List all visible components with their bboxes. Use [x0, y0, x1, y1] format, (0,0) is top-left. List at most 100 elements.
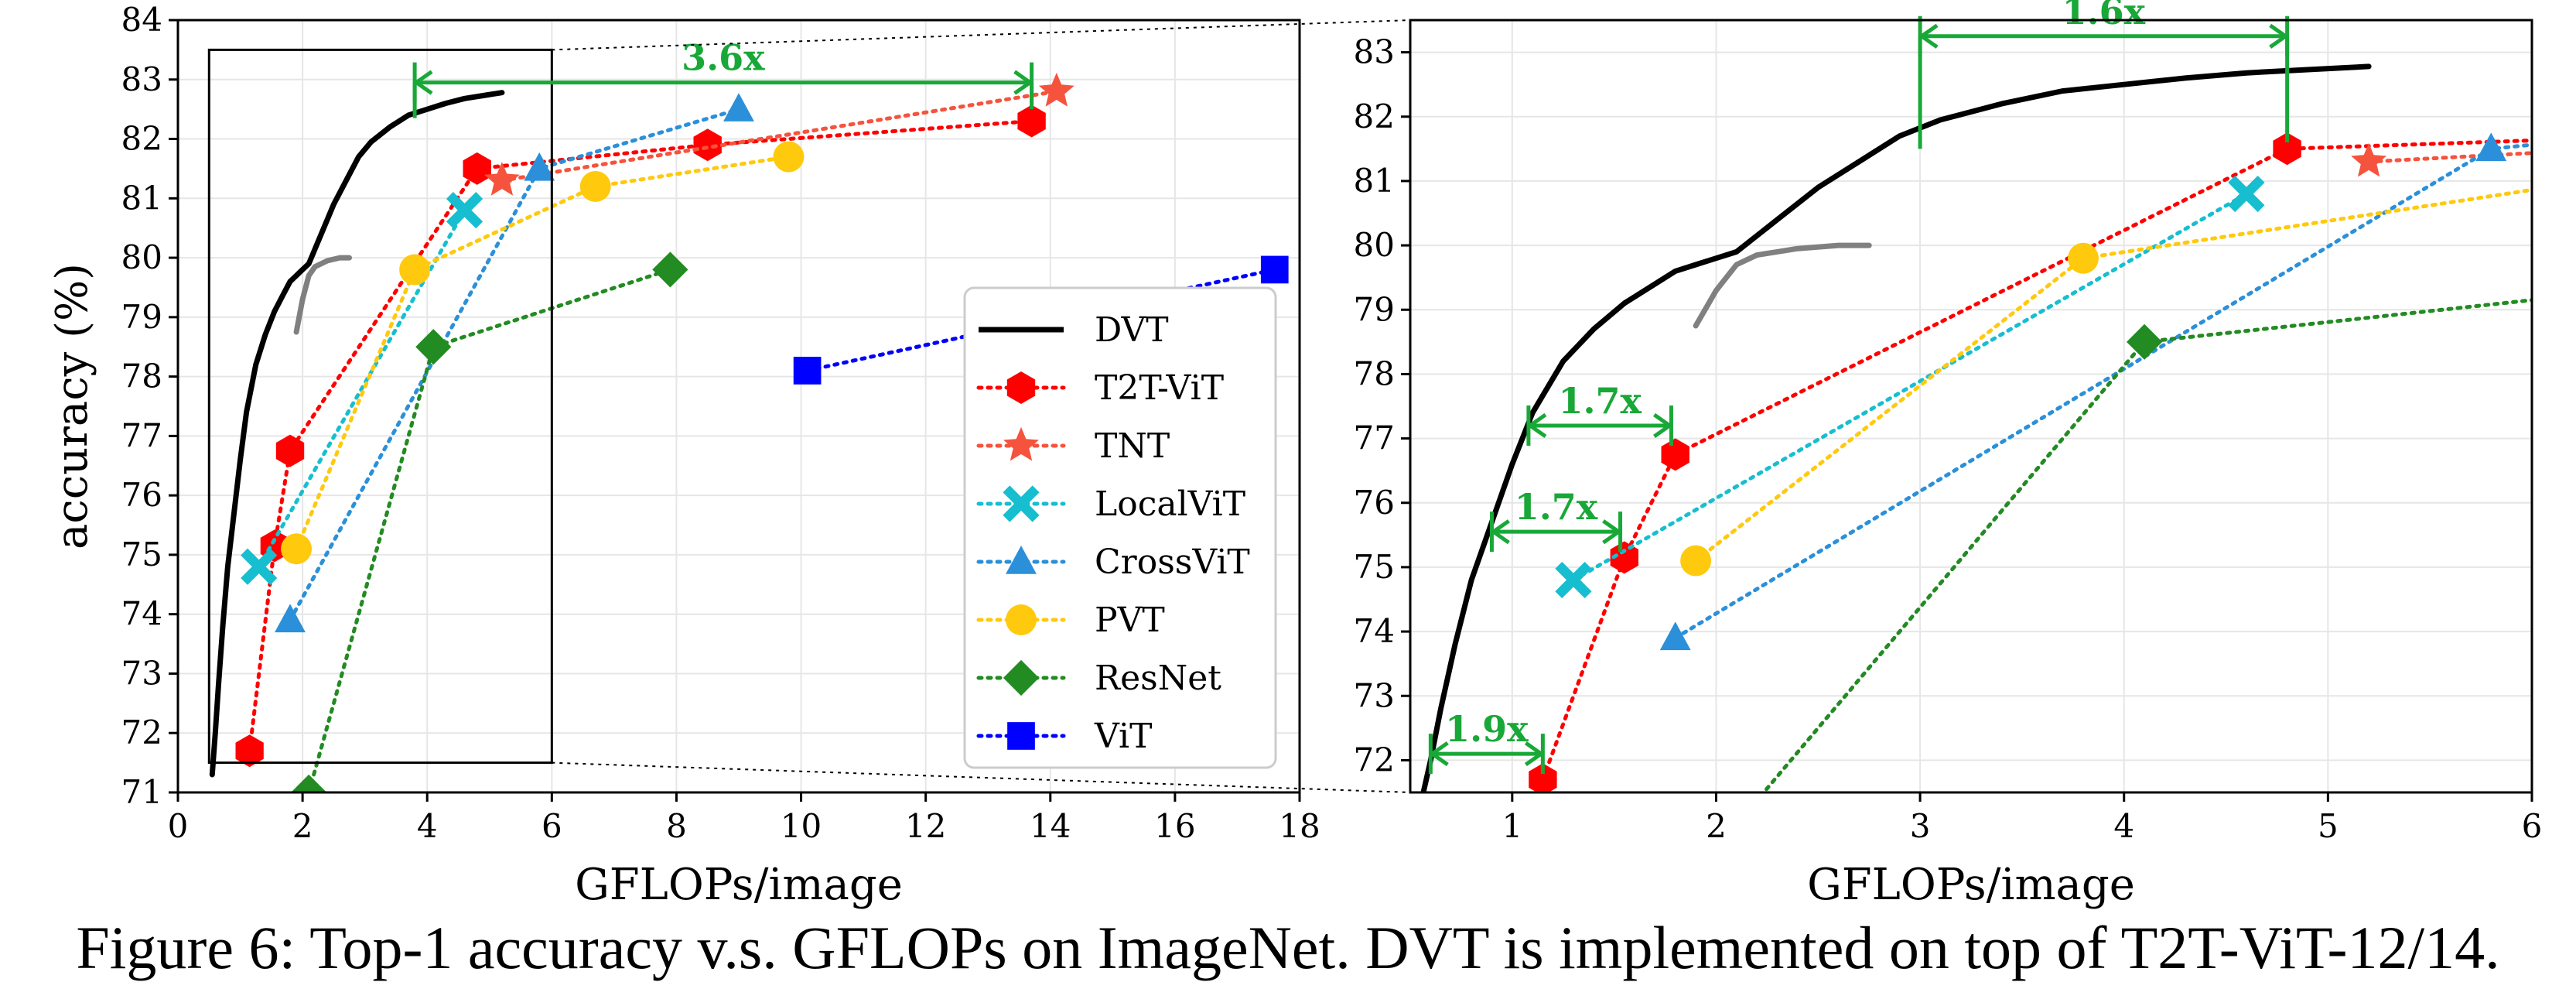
right-speedup-annotation-label: 1.6x: [2062, 0, 2146, 33]
legend-entry-crossvit-label: CrossViT: [1095, 542, 1250, 582]
left-x-tick-label: 0: [168, 807, 189, 845]
left-chart: 3.6x 0 2 4 6 8 10 12 14 16 18 71 72 73 74 75 76 77 78 79 80…: [47, 1, 1320, 910]
right-series-t2t-vit-point: [1529, 763, 1557, 792]
left-series-tnt-point: [483, 162, 520, 196]
left-y-tick-label: 81: [121, 179, 162, 217]
right-x-axis-label: GFLOPs/image: [1807, 860, 2135, 910]
left-x-axis-label: GFLOPs/image: [575, 860, 903, 910]
legend: DVT T2T-ViT TNT LocalViT CrossViT PVT ResNet Vi…: [963, 286, 1277, 769]
right-speedup-annotation-label: 1.9x: [1445, 708, 1529, 750]
right-series-resnet-point: [2126, 323, 2163, 360]
legend-entry-tnt-swatch-marker: [1003, 426, 1039, 461]
right-y-tick-label: 83: [1354, 33, 1395, 71]
legend-entry-resnet-label: ResNet: [1095, 659, 1221, 698]
legend-entry-t2t-vit-label: T2T-ViT: [1095, 368, 1224, 408]
legend-entry-localvit: LocalViT: [976, 484, 1245, 524]
left-y-tick-label: 84: [121, 1, 162, 39]
right-annotations: 1.6x 1.7x 1.7x 1.9x: [1428, 0, 2290, 775]
right-speedup-annotation: 1.7x: [1489, 486, 1623, 553]
left-x-tick-label: 14: [1030, 807, 1071, 845]
legend-entry-pvt-swatch-marker: [1006, 604, 1037, 635]
left-y-axis-label: accuracy (%): [47, 263, 97, 549]
right-y-tick-label: 75: [1354, 548, 1395, 586]
right-series-localvit-point-stroke-b: [2228, 175, 2265, 213]
legend-entry-tnt: TNT: [976, 426, 1170, 466]
left-series-tnt-line: [500, 89, 1059, 183]
left-y-tick-label: 80: [121, 238, 162, 276]
left-y-tick-label: 75: [121, 536, 162, 573]
left-y-tick-label: 76: [121, 476, 162, 514]
right-series-localvit-point-stroke-b: [1555, 561, 1592, 599]
right-x-tick-label: 3: [1910, 807, 1931, 845]
left-x-tick-label: 18: [1279, 807, 1320, 845]
legend-entry-localvit-swatch-marker-stroke-b: [1003, 485, 1040, 522]
right-y-tick-label: 77: [1354, 419, 1395, 457]
left-series-pvt-point: [281, 533, 313, 565]
left-series-localvit-line: [257, 208, 467, 569]
right-y-tick-label: 81: [1354, 162, 1395, 200]
right-series-localvit-point: [2228, 175, 2265, 213]
right-y-tick-label: 72: [1354, 741, 1395, 778]
legend-entry-pvt-label: PVT: [1095, 601, 1165, 640]
right-series-pvt-point: [2068, 242, 2099, 274]
legend-entry-crossvit: CrossViT: [976, 542, 1250, 582]
left-series-crossvit-point: [524, 152, 555, 181]
left-series-dvt-branch-line: [293, 255, 352, 335]
right-ticks: 1 2 3 4 5 6 72 73 74 75 76 77 78 79 80 81 82 83: [1354, 33, 2543, 845]
left-y-tick-label: 83: [121, 60, 162, 98]
legend-box: [963, 286, 1277, 769]
right-series-localvit-line: [1571, 192, 2249, 583]
legend-entry-vit-swatch-marker: [1007, 722, 1035, 750]
right-series-pvt-point: [1680, 545, 1712, 577]
right-x-tick-label: 5: [2318, 807, 2339, 845]
right-series-crossvit-point: [2475, 132, 2507, 162]
right-series-t2t-vit-point: [1610, 541, 1638, 574]
left-series-vit-line: [805, 267, 1277, 373]
right-y-tick-label: 73: [1354, 676, 1395, 714]
left-x-tick-label: 2: [292, 807, 313, 845]
legend-entry-dvt-label: DVT: [1095, 310, 1169, 350]
left-y-tick-label: 82: [121, 120, 162, 158]
right-speedup-annotation: 1.7x: [1526, 380, 1673, 446]
left-ticks: 0 2 4 6 8 10 12 14 16 18 71 72 73 74 75 76 77 78 79 80 81 82 8…: [121, 1, 1320, 845]
right-series-localvit-point: [1555, 561, 1592, 599]
left-series-vit-point: [793, 357, 822, 385]
left-y-tick-label: 79: [121, 298, 162, 336]
right-y-tick-label: 79: [1354, 290, 1395, 328]
left-speedup-annotation-label: 3.6x: [682, 37, 765, 79]
left-series-crossvit-point: [723, 93, 754, 121]
right-x-tick-label: 4: [2113, 807, 2134, 845]
right-x-tick-label: 1: [1502, 807, 1522, 845]
left-series-resnet-line: [306, 267, 672, 792]
right-x-tick-label: 6: [2522, 807, 2543, 845]
right-speedup-annotation: 1.9x: [1428, 708, 1545, 775]
right-y-tick-label: 74: [1354, 612, 1395, 650]
left-series-pvt-point: [773, 141, 805, 173]
right-series-t2t-vit-point: [2273, 132, 2301, 166]
legend-entry-dvt: DVT: [979, 310, 1169, 350]
legend-entry-t2t-vit: T2T-ViT: [976, 368, 1224, 408]
left-axes-frame: [176, 19, 1301, 794]
left-series-t2t-vit-point: [275, 434, 305, 467]
legend-entry-localvit-swatch-marker: [1003, 485, 1040, 522]
left-series-resnet-point: [652, 252, 688, 288]
left-y-tick-label: 78: [121, 358, 162, 395]
right-y-tick-label: 82: [1354, 98, 1395, 135]
figure-caption: Figure 6: Top-1 accuracy v.s. GFLOPs on …: [76, 914, 2500, 981]
right-series-pvt-line: [1693, 187, 2532, 563]
right-series-tnt-point: [2351, 142, 2387, 177]
left-series-localvit-point: [241, 548, 278, 585]
left-x-tick-label: 8: [666, 807, 687, 845]
left-series-dvt-line: [209, 90, 505, 778]
left-series-crossvit-point: [275, 604, 306, 633]
right-series-t2t-vit-point: [1661, 438, 1689, 471]
left-annotations: 3.6x: [412, 37, 1034, 118]
left-x-tick-label: 4: [417, 807, 438, 845]
left-series-resnet-point: [291, 774, 327, 792]
right-speedup-annotation: 1.6x: [1918, 0, 2290, 56]
left-series-resnet-point: [415, 329, 452, 365]
legend-entry-localvit-label: LocalViT: [1095, 484, 1245, 524]
left-y-tick-label: 77: [121, 416, 162, 454]
right-series-t2t-vit-line: [1540, 139, 2532, 782]
right-x-tick-label: 2: [1706, 807, 1727, 845]
